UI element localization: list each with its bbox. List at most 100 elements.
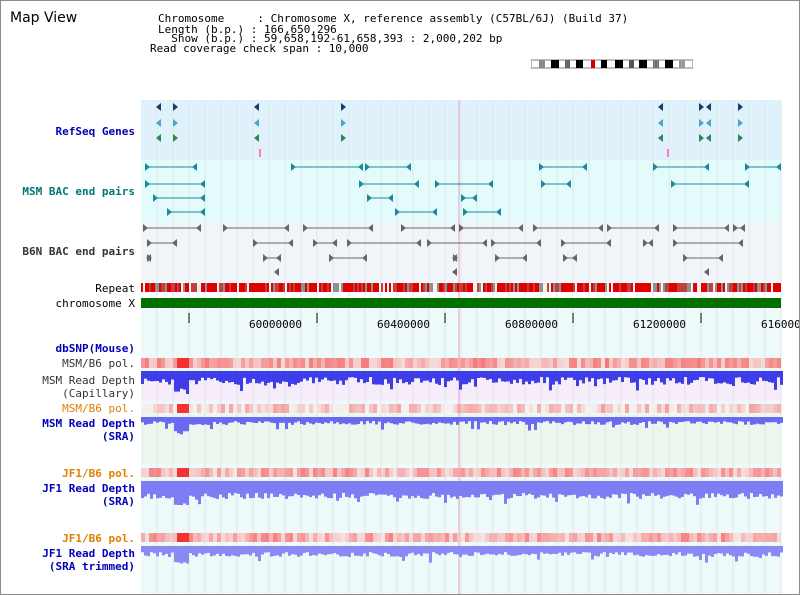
depth-bar	[219, 371, 222, 382]
repeat-segment	[671, 283, 673, 292]
repeat-segment	[553, 283, 555, 292]
depth-bar	[189, 371, 192, 381]
polymorphism-cell	[517, 533, 521, 542]
repeat-segment	[183, 283, 185, 292]
label-jf1-depth-sra-2[interactable]: (SRA)	[101, 495, 135, 508]
label-jf1-depth-trim-1[interactable]: JF1 Read Depth	[42, 547, 135, 560]
repeat-segment	[573, 283, 575, 292]
polymorphism-cell	[257, 358, 261, 368]
polymorphism-cell	[161, 358, 165, 368]
label-b6n-bac[interactable]: B6N BAC end pairs	[22, 245, 135, 258]
depth-bar	[642, 481, 645, 495]
polymorphism-cell	[449, 533, 453, 542]
depth-bar	[282, 371, 285, 382]
polymorphism-cell	[577, 404, 581, 413]
polymorphism-cell	[405, 533, 409, 542]
repeat-segment	[163, 283, 165, 292]
depth-bar	[612, 481, 615, 495]
depth-bar	[204, 546, 207, 554]
depth-bar	[297, 481, 300, 495]
depth-bar	[459, 546, 462, 557]
polymorphism-cell	[149, 533, 153, 542]
depth-bar	[267, 417, 270, 422]
depth-bar	[690, 417, 693, 424]
repeat-segment	[605, 283, 607, 292]
label-dbsnp[interactable]: dbSNP(Mouse)	[55, 342, 135, 355]
depth-bar	[771, 417, 774, 423]
depth-bar	[609, 417, 612, 422]
polymorphism-cell	[505, 358, 509, 368]
repeat-segment	[453, 283, 455, 292]
repeat-segment	[625, 283, 627, 292]
depth-bar	[696, 481, 699, 505]
polymorphism-cell	[413, 468, 417, 477]
repeat-segment	[713, 283, 715, 292]
depth-bar	[624, 546, 627, 556]
repeat-segment	[345, 283, 347, 292]
polymorphism-cell	[721, 468, 725, 477]
polymorphism-cell	[393, 404, 397, 413]
polymorphism-cell	[665, 404, 669, 413]
repeat-segment	[527, 283, 529, 292]
polymorphism-cell	[529, 404, 533, 413]
chromosome-ideogram[interactable]	[530, 54, 694, 69]
depth-bar	[525, 546, 528, 555]
polymorphism-cell	[589, 468, 593, 477]
polymorphism-cell	[465, 404, 469, 413]
depth-bar	[516, 417, 519, 425]
depth-bar	[222, 371, 225, 384]
feature-arrow	[683, 254, 688, 262]
depth-bar	[489, 481, 492, 501]
polymorphism-cell	[633, 468, 637, 477]
label-jf1-depth-trim-2[interactable]: (SRA trimmed)	[48, 560, 135, 573]
depth-bar	[717, 481, 720, 494]
depth-bar	[183, 546, 186, 563]
depth-bar	[687, 481, 690, 495]
depth-bar	[597, 371, 600, 380]
repeat-segment	[571, 283, 573, 292]
depth-bar	[693, 481, 696, 497]
label-msm-bac[interactable]: MSM BAC end pairs	[22, 185, 135, 198]
polymorphism-cell	[629, 533, 633, 542]
polymorphism-cell	[721, 358, 725, 368]
polymorphism-cell	[621, 533, 625, 542]
polymorphism-cell	[421, 533, 425, 542]
depth-bar	[570, 417, 573, 423]
repeat-segment	[597, 283, 599, 292]
depth-bar	[693, 417, 696, 424]
polymorphism-cell	[269, 404, 273, 413]
depth-bar	[558, 481, 561, 495]
depth-bar	[669, 371, 672, 381]
polymorphism-cell	[249, 468, 253, 477]
depth-bar	[366, 371, 369, 382]
label-msm-depth-sra-1[interactable]: MSM Read Depth	[42, 417, 135, 430]
label-jf1-depth-sra-1[interactable]: JF1 Read Depth	[42, 482, 135, 495]
feature-arrow	[533, 224, 538, 232]
depth-bar	[519, 546, 522, 555]
polymorphism-cell	[709, 358, 713, 368]
feature-arrow	[167, 208, 172, 216]
depth-bar	[402, 417, 405, 424]
polymorphism-cell	[209, 468, 213, 477]
depth-bar	[495, 417, 498, 425]
repeat-segment	[311, 283, 313, 292]
polymorphism-cell	[713, 533, 717, 542]
repeat-segment	[639, 283, 641, 292]
depth-bar	[540, 371, 543, 378]
depth-bar	[561, 546, 564, 556]
polymorphism-cell	[217, 533, 221, 542]
depth-bar	[336, 481, 339, 501]
label-msm-depth-sra-2[interactable]: (SRA)	[101, 430, 135, 443]
depth-bar	[552, 546, 555, 554]
repeat-segment	[349, 283, 351, 292]
depth-bar	[414, 481, 417, 498]
depth-bar	[318, 417, 321, 423]
depth-bar	[498, 371, 501, 379]
label-refseq-genes[interactable]: RefSeq Genes	[55, 125, 135, 138]
depth-bar	[546, 481, 549, 498]
polymorphism-cell	[777, 468, 781, 477]
depth-bar	[351, 546, 354, 553]
depth-bar	[249, 546, 252, 556]
depth-bar	[264, 546, 267, 553]
